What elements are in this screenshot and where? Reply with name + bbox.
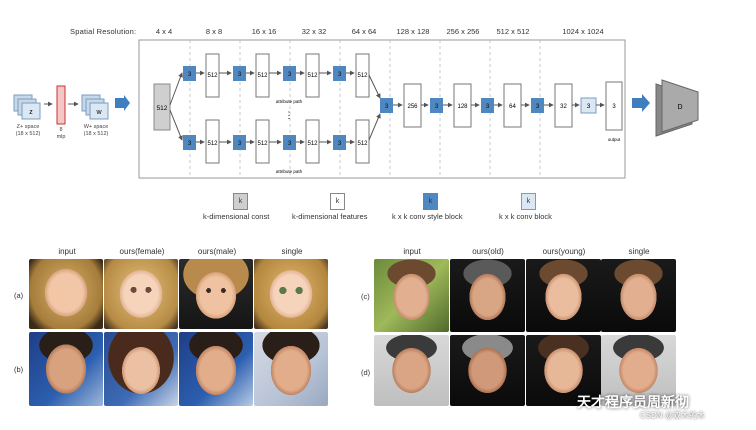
row-label: (c) [361,292,370,301]
photo-single-d [601,335,676,406]
photo-input-female [29,259,103,329]
resolution-label: 128 x 128 [396,27,430,36]
watermark-csdn: CSDN @双木的木 [640,411,706,420]
z-space-label: Z+ space [16,124,40,130]
photo-ours-old-c [450,259,525,332]
resolution-label: 16 x 16 [251,27,277,36]
resolution-label: 4 x 4 [155,27,173,36]
photo-single-b [254,332,328,406]
legend-conv-label: k x k conv block [499,212,552,221]
photo-input-d [374,335,449,406]
svg-text:512: 512 [157,105,168,112]
column-label: ours(female) [119,247,165,256]
svg-text:512: 512 [357,73,368,79]
svg-text:512: 512 [357,141,368,147]
column-label: input [58,247,76,256]
svg-text:3: 3 [338,71,342,78]
svg-text:3: 3 [188,71,192,78]
resolution-label: 64 x 64 [351,27,377,36]
attr-path-bottom: attribute path [276,169,303,174]
svg-text:3: 3 [486,103,490,110]
column-label: single [628,247,650,256]
photo-ours-old-d [450,335,525,406]
resolution-label: 32 x 32 [301,27,327,36]
svg-text:3: 3 [385,103,389,110]
column-label: input [403,247,421,256]
row-label: (b) [14,365,24,374]
output-block [605,81,623,131]
mlp-number: 8 [59,127,63,133]
w-space-label: W+ space [83,124,109,130]
attr-path-top: attribute path [276,99,303,104]
mlp-bar [56,85,66,125]
svg-text:64: 64 [509,104,516,110]
architecture-graphic: z w 512 3 512 3 512 3 512 3 512 [13,39,699,179]
row-label: (a) [14,291,24,300]
legend-features-swatch: k [330,193,345,210]
mlp-label: mlp [56,134,66,140]
photo-input-c [374,259,449,332]
legend-style-swatch: k [423,193,438,210]
photo-ours-female-a [104,259,178,329]
svg-text:3: 3 [587,103,591,110]
input-arrow [115,95,130,111]
svg-text:512: 512 [257,141,268,147]
svg-text:3: 3 [238,71,242,78]
svg-text:output: output [608,137,621,142]
resolution-title: Spatial Resolution: [70,27,137,36]
bottom-path: 3 512 3 512 3 512 3 512 [183,119,370,164]
column-label: ours(male) [197,247,237,256]
svg-text:512: 512 [207,141,218,147]
svg-text:512: 512 [307,141,318,147]
photo-ours-young-c [526,259,601,332]
resolution-label: 256 x 256 [446,27,480,36]
discriminator [655,79,699,137]
svg-text:512: 512 [307,73,318,79]
photo-single-c [601,259,676,332]
svg-text:3: 3 [338,140,342,147]
svg-text:3: 3 [536,103,540,110]
svg-text:512: 512 [207,73,218,79]
network-frame [138,39,626,179]
z-box-label: z [29,109,33,116]
photo-single-a [254,259,328,329]
svg-text:256: 256 [407,104,418,110]
svg-text:3: 3 [188,140,192,147]
resolution-label: 1024 x 1024 [562,27,604,36]
column-label: ours(old) [472,247,504,256]
w-dims-label: (18 x 512) [83,131,109,137]
discriminator-label: D [677,104,682,111]
legend-const-label: k-dimensional const [203,212,270,221]
photo-ours-young-d [526,335,601,406]
photo-ours-male-a [179,259,253,329]
const-block [153,83,171,131]
svg-text:512: 512 [257,73,268,79]
legend-style-label: k x k conv style block [392,212,463,221]
w-box-label: w [95,109,102,116]
column-label: ours(young) [542,247,586,256]
svg-text:⋮: ⋮ [285,110,294,120]
photo-ours-male-b [179,332,253,406]
column-label: single [281,247,303,256]
resolution-label: 8 x 8 [205,27,223,36]
row-label: (d) [361,368,371,377]
watermark-text: 天才程序员周新彻 [577,394,689,410]
legend-conv-swatch: k [521,193,536,210]
svg-text:128: 128 [457,104,468,110]
resolution-label: 512 x 512 [496,27,530,36]
z-space-stack [13,94,41,120]
photo-ours-female-b [104,332,178,406]
w-space-stack [81,94,109,120]
svg-text:3: 3 [288,71,292,78]
svg-text:3: 3 [612,104,616,110]
svg-text:32: 32 [560,104,567,110]
legend-const-swatch: k [233,193,248,210]
svg-text:3: 3 [238,140,242,147]
photo-input-male [29,332,103,406]
z-dims-label: (18 x 512) [15,131,41,137]
top-path: 3 512 3 512 3 512 3 512 [183,53,370,98]
legend-features-label: k-dimensional features [292,212,368,221]
svg-text:3: 3 [435,103,439,110]
svg-text:3: 3 [288,140,292,147]
